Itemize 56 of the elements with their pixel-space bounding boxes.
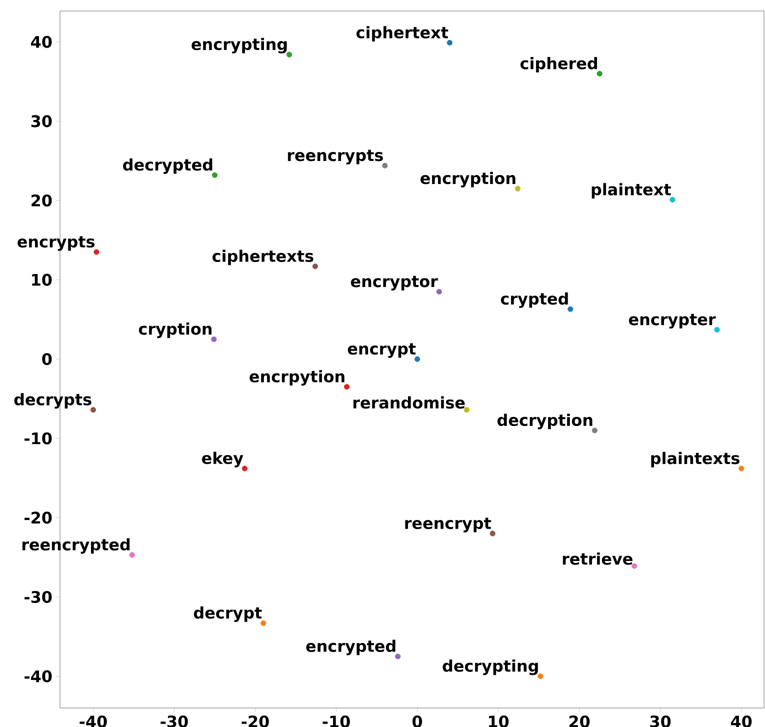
point xyxy=(382,162,388,168)
y-tick-label: -30 xyxy=(24,590,52,603)
annotation: decrypt xyxy=(194,606,262,622)
point xyxy=(490,530,496,536)
y-tick-label: 10 xyxy=(32,274,52,286)
point xyxy=(395,654,401,660)
annotation: decryption xyxy=(498,414,592,430)
annotation: ciphertexts xyxy=(212,250,314,266)
y-tick-label: 30 xyxy=(31,115,52,128)
point xyxy=(514,186,521,192)
point xyxy=(90,407,96,413)
annotation: rerandomise xyxy=(353,396,465,409)
point xyxy=(464,407,470,413)
y-tick-label: 20 xyxy=(32,194,52,207)
point xyxy=(312,264,318,270)
annotation: ekey xyxy=(202,452,244,468)
annotation: encrypt xyxy=(348,343,416,358)
annotation: encrypter xyxy=(628,314,716,329)
annotation: decrypting xyxy=(442,660,538,676)
point xyxy=(568,306,574,312)
point xyxy=(670,196,676,203)
y-tick-label: 40 xyxy=(31,36,52,48)
point xyxy=(260,620,266,626)
point xyxy=(344,384,350,390)
annotation: crypted xyxy=(500,292,568,308)
point xyxy=(738,466,744,472)
annotation: reencrypted xyxy=(22,538,130,554)
point xyxy=(212,172,218,178)
annotation: decrypted xyxy=(123,158,212,174)
point xyxy=(596,70,602,76)
point xyxy=(632,563,638,569)
annotation: reencrypts xyxy=(288,150,383,164)
annotation: encrypted xyxy=(306,640,396,656)
annotation: encrypts xyxy=(18,236,95,251)
annotation: encryptor xyxy=(350,276,438,290)
annotation: ciphered xyxy=(520,57,598,72)
point xyxy=(538,673,544,680)
annotation: encrypting xyxy=(192,38,287,54)
point xyxy=(129,552,135,558)
annotation: ciphertext xyxy=(356,26,448,42)
y-tick-label: -20 xyxy=(24,512,52,524)
annotation: decrypts xyxy=(14,393,92,409)
y-tick-label: 0 xyxy=(42,353,52,366)
annotation: cryption xyxy=(138,322,212,338)
annotation: plaintexts xyxy=(651,452,740,468)
annotation: encrpytion xyxy=(250,370,344,386)
point xyxy=(94,249,100,255)
point xyxy=(286,52,292,58)
point xyxy=(211,336,217,342)
annotation: encryption xyxy=(420,172,516,188)
point xyxy=(592,428,598,434)
y-tick-label: -40 xyxy=(24,670,52,682)
annotation: reencrypt xyxy=(405,518,492,532)
annotation: retrieve xyxy=(562,552,632,565)
y-tick-label: -10 xyxy=(24,432,52,444)
annotation: plaintext xyxy=(592,183,671,199)
